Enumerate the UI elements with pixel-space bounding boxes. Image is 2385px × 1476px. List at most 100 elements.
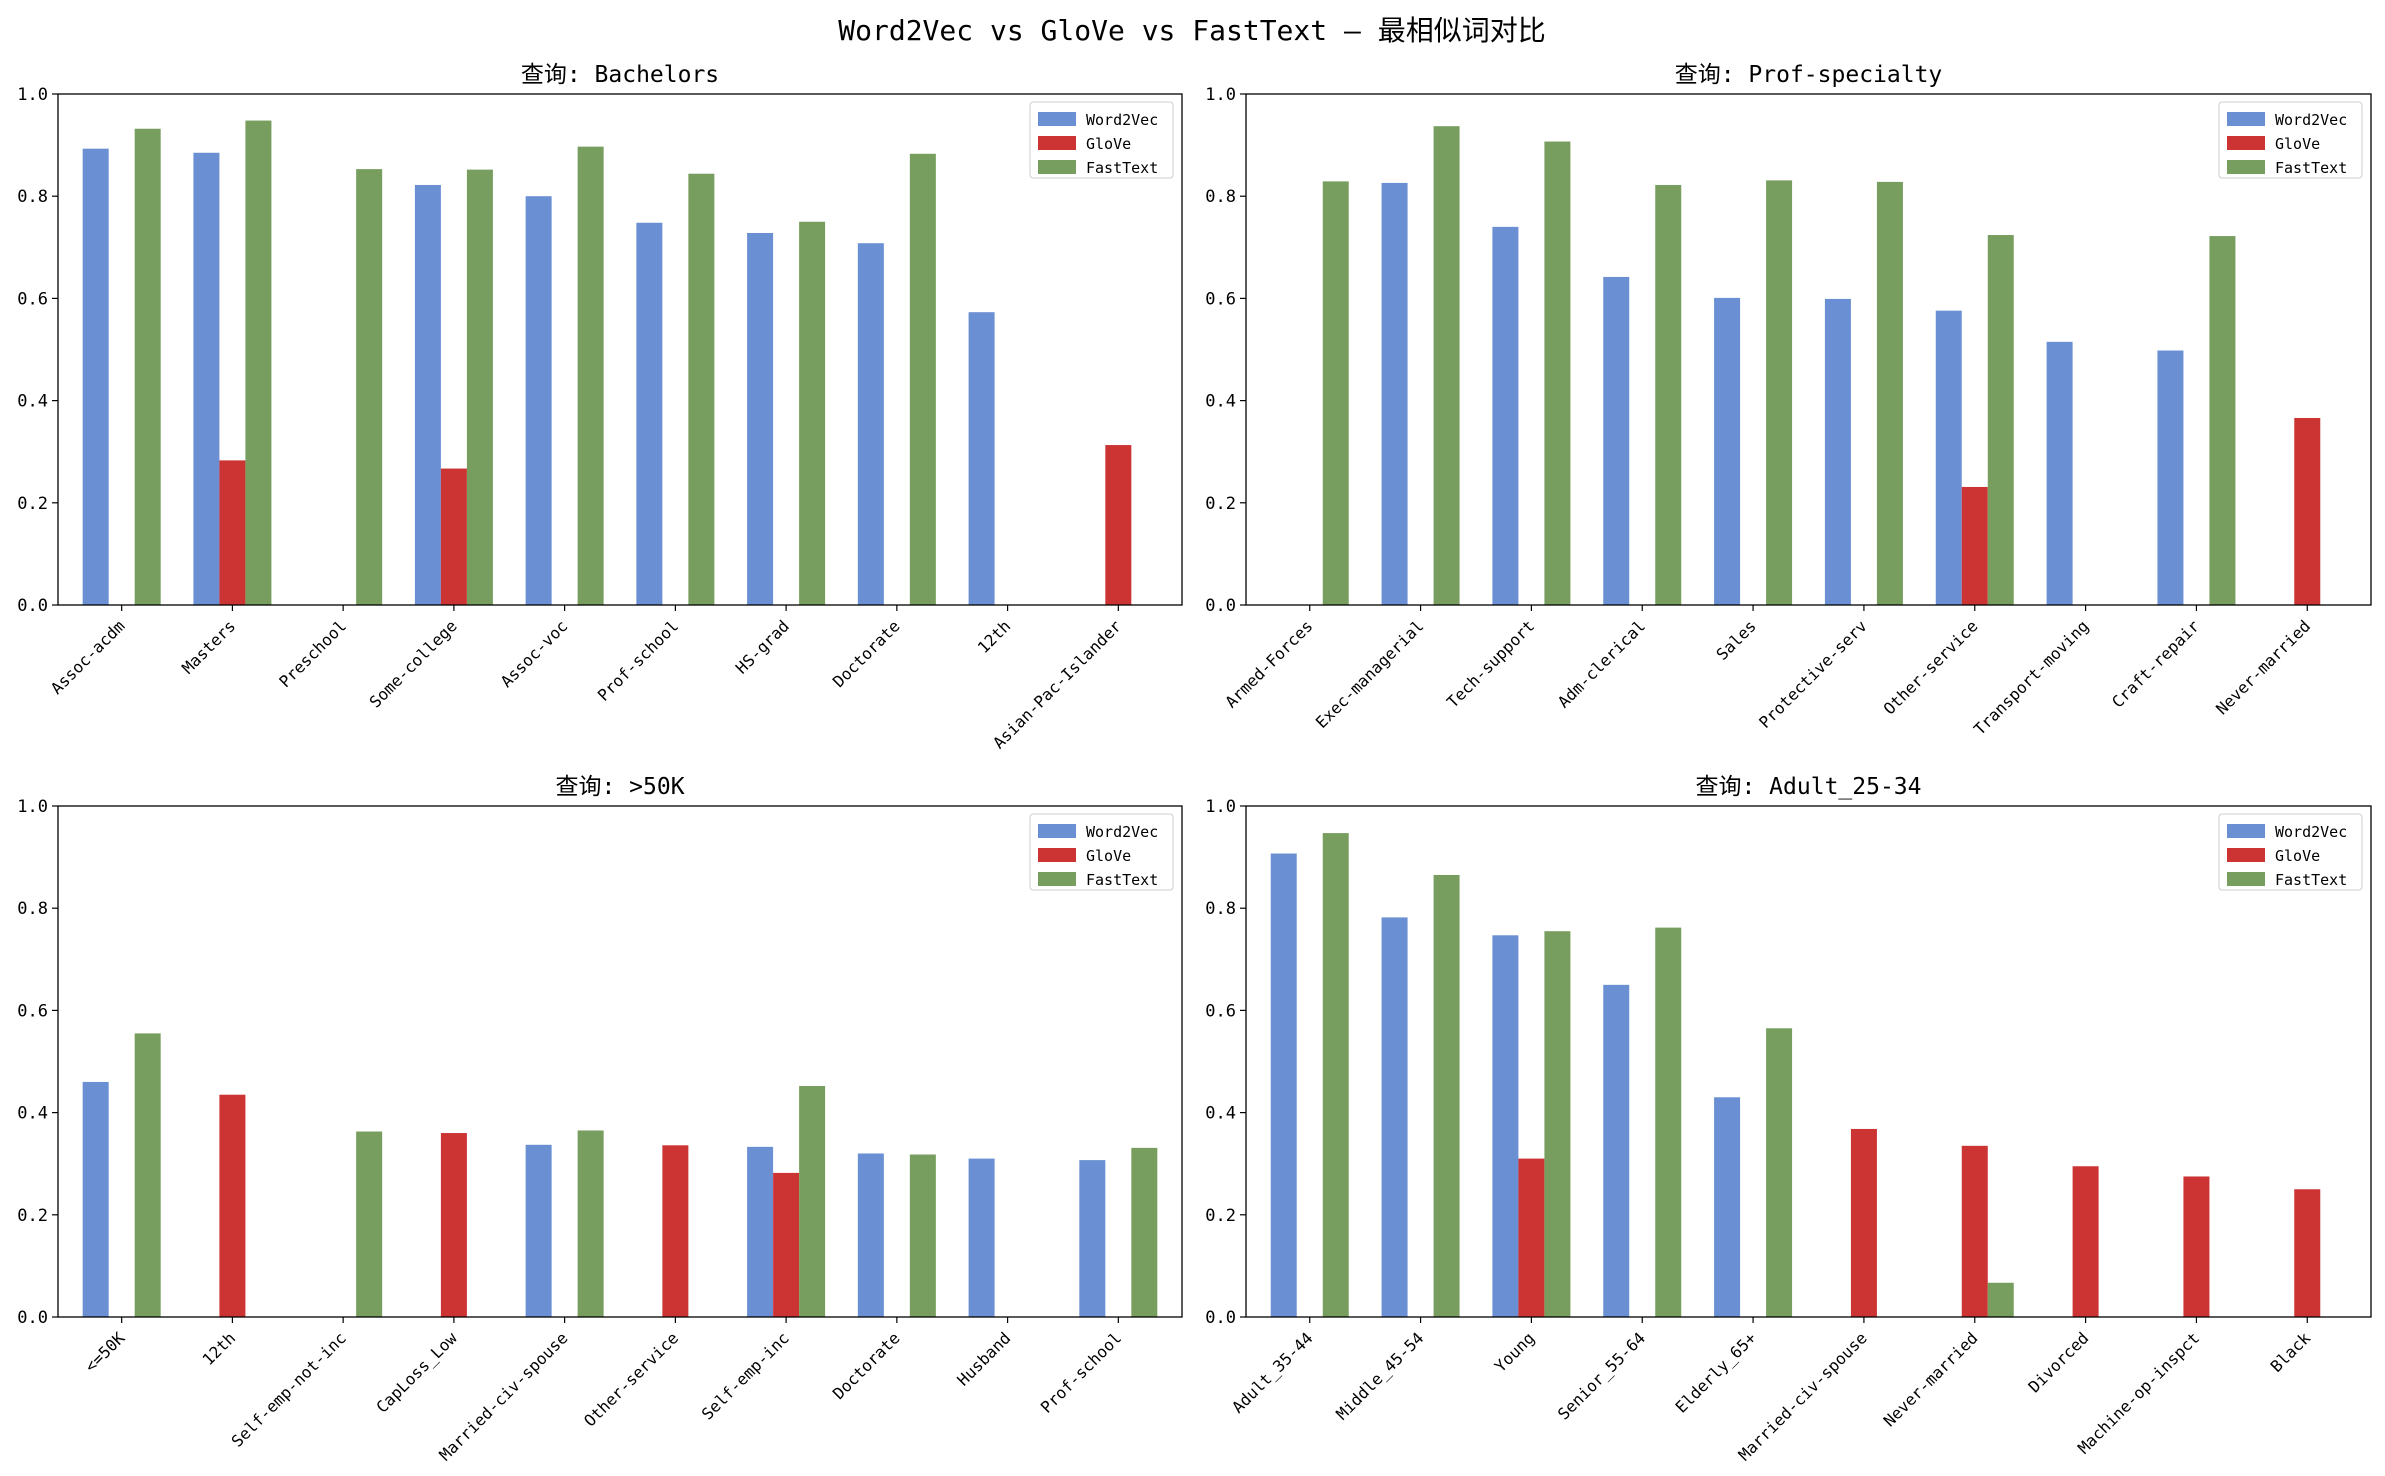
bar-fasttext-4 <box>577 1130 604 1317</box>
x-tick-label: Married-civ-spouse <box>1735 1328 1871 1464</box>
legend-swatch-fasttext <box>2227 872 2265 886</box>
bar-fasttext-5 <box>688 173 715 605</box>
bar-fasttext-5 <box>1876 181 1903 605</box>
y-tick-label: 0.6 <box>1205 289 1236 309</box>
bar-fasttext-9 <box>1131 1147 1158 1317</box>
chart-panel-prof-specialty: 查询: Prof-specialty 0.0 0.2 0.4 0.6 0.8 1.0 Arme… <box>1205 62 2372 739</box>
y-tick-label: 0.4 <box>1205 392 1236 412</box>
bar-word2vec-5 <box>636 222 663 605</box>
x-tick-label: Senior_55-64 <box>1554 1328 1649 1423</box>
x-tick-label: Tech-support <box>1443 616 1538 711</box>
x-tick-label: 12th <box>199 1328 240 1369</box>
bar-word2vec-3 <box>1603 276 1630 605</box>
legend-label: Word2Vec <box>2275 111 2347 129</box>
axes-frame <box>57 93 1183 606</box>
y-tick-label: 0.4 <box>1205 1104 1236 1124</box>
figure-title: Word2Vec vs GloVe vs FastText — 最相似词对比 <box>838 14 1545 47</box>
bar-word2vec-4 <box>1714 1097 1741 1317</box>
legend-label: GloVe <box>2275 847 2320 865</box>
bar-fasttext-2 <box>356 1131 383 1317</box>
bar-fasttext-2 <box>1544 141 1571 605</box>
legend-label: FastText <box>2275 871 2347 889</box>
bar-word2vec-1 <box>1381 917 1408 1317</box>
bar-fasttext-6 <box>799 221 826 605</box>
bar-fasttext-3 <box>1655 927 1682 1317</box>
bar-word2vec-4 <box>525 196 552 605</box>
bar-glove-3 <box>440 1133 467 1317</box>
legend-label: Word2Vec <box>1086 111 1158 129</box>
bar-fasttext-3 <box>466 169 493 606</box>
legend-swatch-glove <box>2227 136 2265 150</box>
x-tick-label: Adult_35-44 <box>1228 1328 1316 1416</box>
legend-label: FastText <box>1086 871 1158 889</box>
bar-fasttext-0 <box>1322 833 1349 1317</box>
bar-word2vec-6 <box>1935 310 1962 605</box>
x-tick-label: Black <box>2267 1328 2315 1376</box>
x-tick-label: Assoc-voc <box>497 616 572 691</box>
x-tick-label: Young <box>1491 1328 1538 1375</box>
bar-fasttext-3 <box>1655 184 1682 605</box>
bar-fasttext-8 <box>2209 236 2236 606</box>
axes-frame <box>1245 93 2372 606</box>
bar-glove-9 <box>2294 1189 2321 1317</box>
x-tick-label: Self-emp-not-inc <box>228 1328 350 1450</box>
bar-glove-9 <box>2294 417 2321 605</box>
axes-frame <box>1245 805 2372 1318</box>
x-tick-label: Doctorate <box>829 616 904 691</box>
bar-word2vec-1 <box>193 152 220 605</box>
bar-word2vec-7 <box>857 1153 884 1317</box>
x-tick-label: 12th <box>974 616 1015 657</box>
axes-frame <box>57 805 1183 1318</box>
legend-label: GloVe <box>1086 847 1131 865</box>
bar-word2vec-2 <box>1492 226 1519 606</box>
bar-fasttext-1 <box>1433 126 1460 606</box>
legend-swatch-glove <box>2227 848 2265 862</box>
y-tick-label: 0.0 <box>1205 596 1236 616</box>
bar-glove-6 <box>1961 1145 1988 1317</box>
legend-label: GloVe <box>2275 135 2320 153</box>
bar-fasttext-6 <box>1987 1282 2014 1317</box>
y-tick-label: 0.6 <box>1205 1001 1236 1021</box>
x-tick-label: Armed-Forces <box>1221 616 1316 711</box>
y-tick-label: 0.6 <box>17 289 48 309</box>
y-tick-label: 0.0 <box>17 596 48 616</box>
panel-title: 查询: Adult_25-34 <box>1695 774 1921 800</box>
x-tick-label: Machine-op-inspct <box>2074 1328 2203 1457</box>
legend-swatch-glove <box>1038 848 1076 862</box>
x-tick-label: Never-married <box>2212 616 2314 718</box>
bar-fasttext-7 <box>909 1154 936 1317</box>
bar-fasttext-6 <box>1987 235 2014 605</box>
bar-fasttext-0 <box>134 128 161 606</box>
bar-word2vec-0 <box>82 1081 109 1317</box>
x-tick-label: Masters <box>178 616 239 677</box>
bar-word2vec-8 <box>968 312 995 605</box>
y-tick-label: 0.2 <box>17 1206 48 1226</box>
x-tick-label: Transport-moving <box>1970 616 2092 738</box>
bar-word2vec-7 <box>857 243 884 605</box>
x-tick-label: Elderly_65+ <box>1672 1328 1760 1416</box>
bar-glove-1 <box>219 460 246 605</box>
x-tick-label: Other-service <box>580 1328 682 1430</box>
x-tick-label: Protective-serv <box>1755 616 1871 732</box>
bar-word2vec-3 <box>1603 984 1630 1317</box>
x-tick-label: Middle_45-54 <box>1332 1328 1427 1423</box>
x-tick-label: HS-grad <box>732 616 793 677</box>
y-tick-label: 0.8 <box>17 187 48 207</box>
legend-label: Word2Vec <box>2275 823 2347 841</box>
legend-swatch-word2vec <box>1038 824 1076 838</box>
x-tick-label: Adm-clerical <box>1554 616 1649 711</box>
x-tick-label: Doctorate <box>829 1328 904 1403</box>
y-tick-label: 0.2 <box>1205 1206 1236 1226</box>
x-tick-label: <=50K <box>81 1328 129 1376</box>
bar-glove-3 <box>440 468 467 605</box>
bar-word2vec-4 <box>525 1144 552 1317</box>
bar-word2vec-7 <box>2046 341 2073 605</box>
bar-glove-6 <box>773 1172 800 1317</box>
y-tick-label: 0.0 <box>17 1308 48 1328</box>
y-tick-label: 0.8 <box>17 899 48 919</box>
x-tick-label: Preschool <box>275 616 350 691</box>
legend-swatch-fasttext <box>1038 160 1076 174</box>
y-tick-label: 0.6 <box>17 1001 48 1021</box>
bar-fasttext-4 <box>1766 1028 1793 1317</box>
